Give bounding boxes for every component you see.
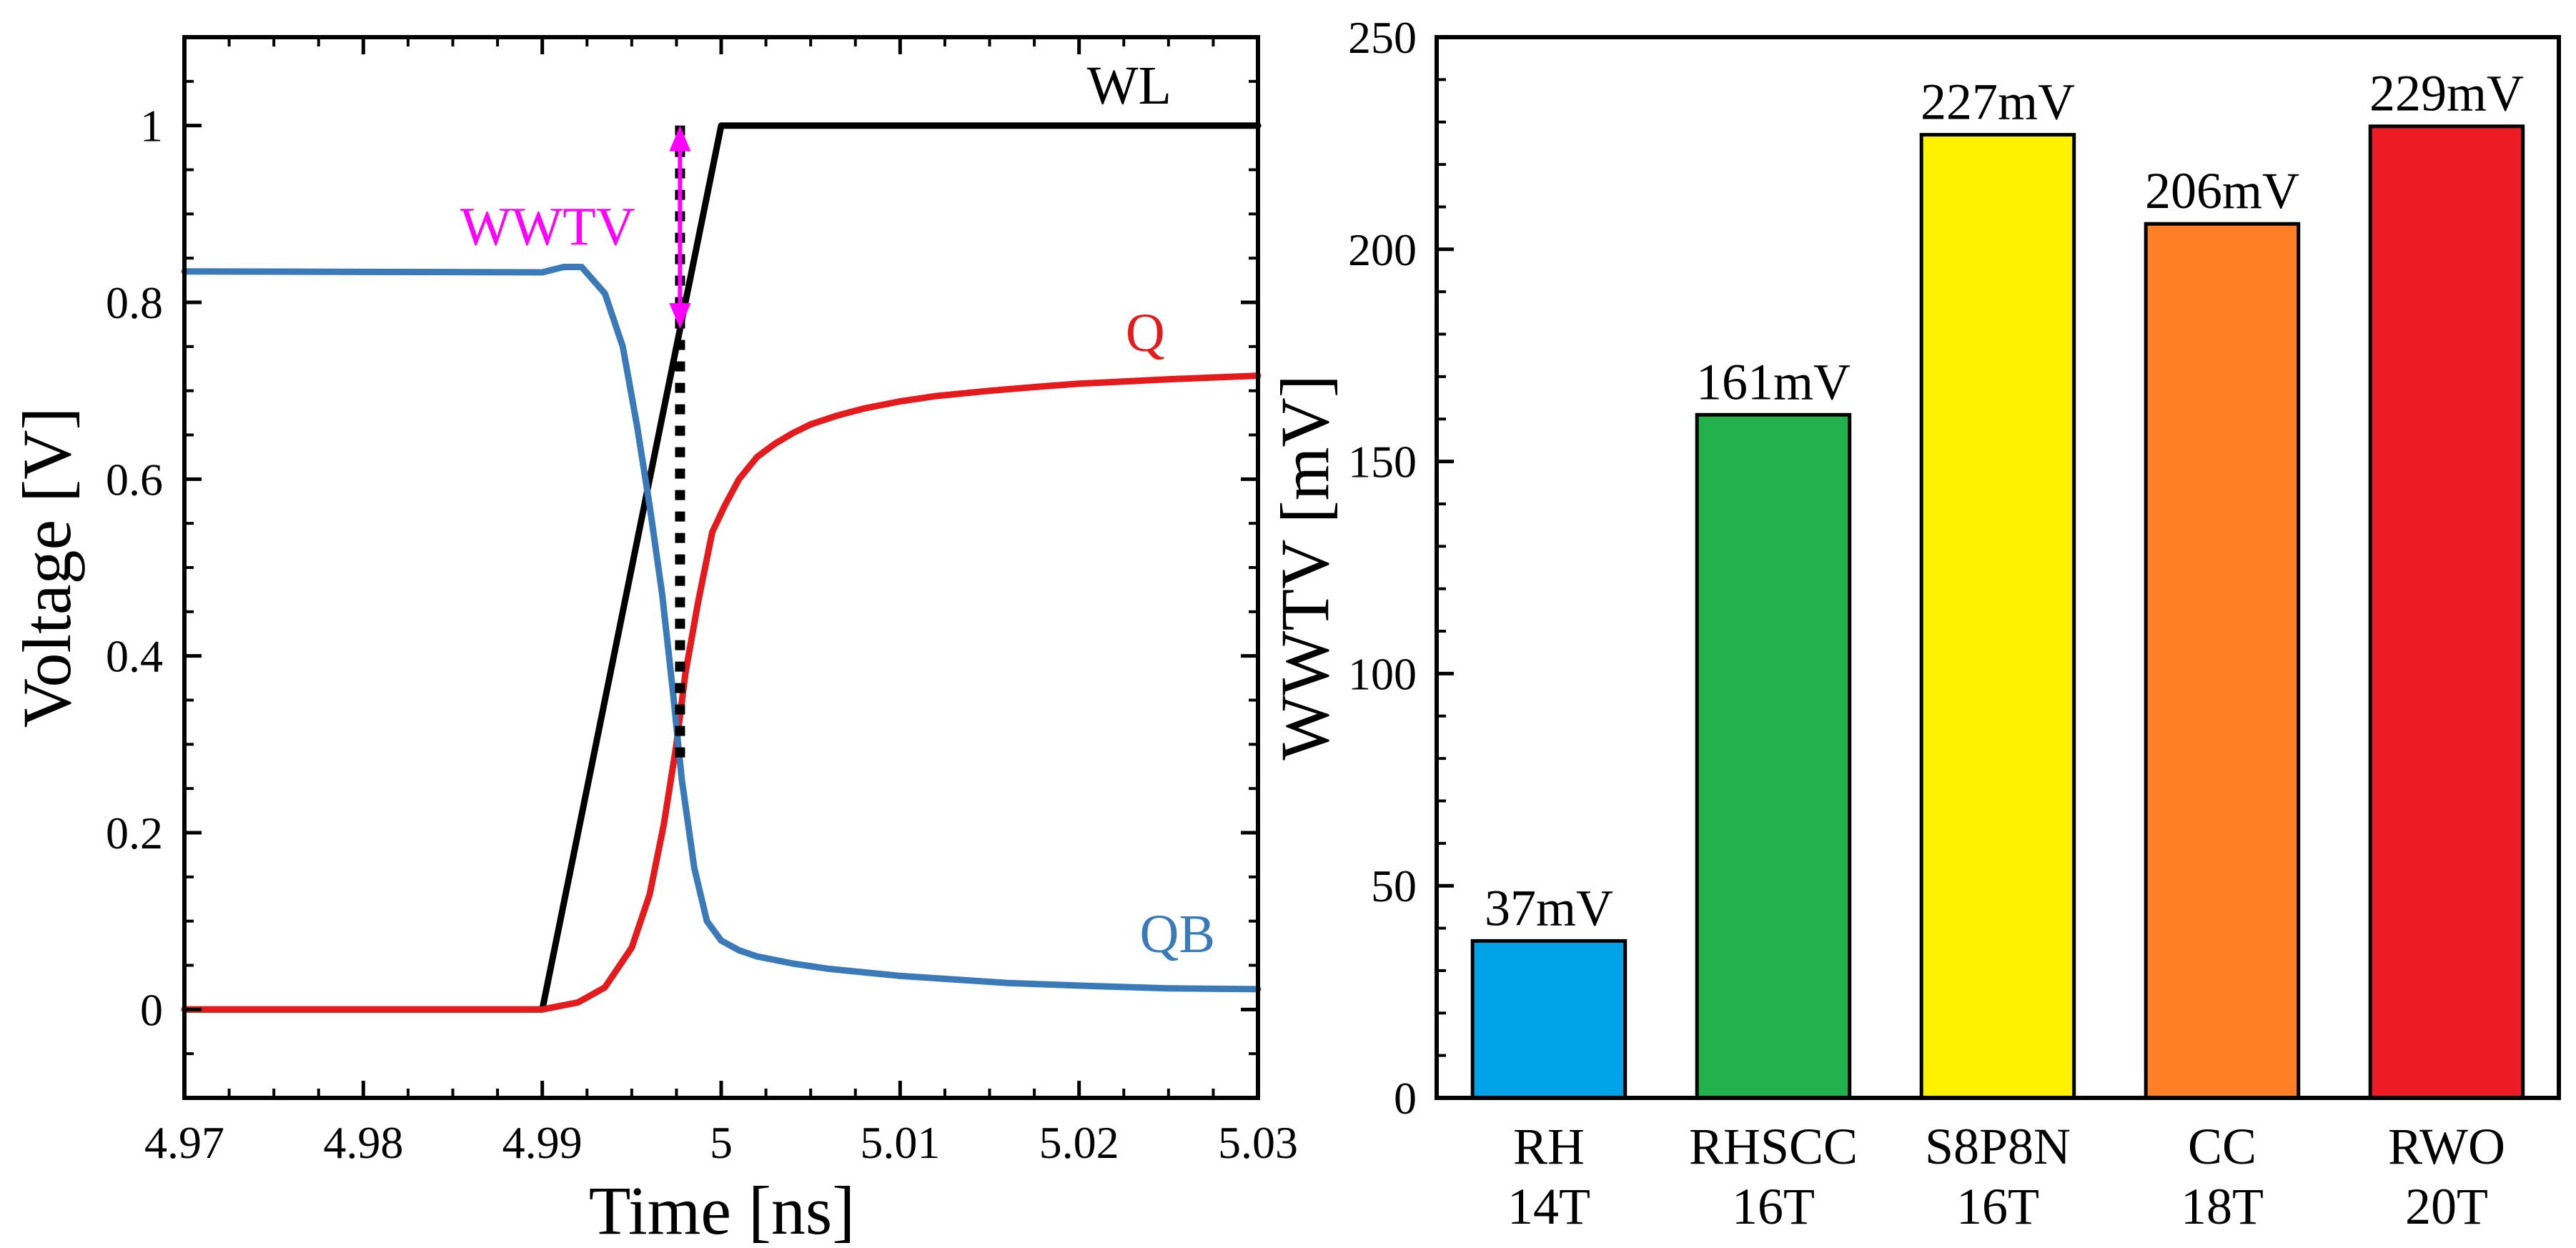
x-tick-label: 4.97 (144, 1117, 224, 1168)
x-tick-label: 5 (710, 1117, 733, 1168)
y-tick-label: 0.4 (106, 631, 163, 682)
y-tick-label: 0 (1394, 1073, 1417, 1124)
x-tick-label: 5.02 (1039, 1117, 1119, 1168)
bar-layer: 37mV 161mV 227mV 206mV 229mV (1470, 65, 2525, 1100)
category-label-cc: CC (2188, 1118, 2257, 1175)
y-tick-label: 0.8 (106, 277, 163, 328)
series-label-q: Q (1126, 303, 1165, 363)
y-tick-label: 0.6 (106, 454, 163, 505)
bar-value-label-rwo: 229mV (2369, 65, 2524, 122)
series-line-qb (181, 264, 1262, 993)
y-axis-title-wwtv: WWTV [mV] (1267, 375, 1343, 760)
category-label-rhscc: RHSCC (1689, 1118, 1858, 1175)
y-tick-label: 150 (1348, 437, 1417, 487)
category-label-rh: RH (1513, 1118, 1585, 1175)
x-axis-title-time: Time [ns] (589, 1172, 856, 1248)
wwtv-annotation-layer (669, 125, 691, 763)
bar-rh (1470, 939, 1628, 1100)
wwtv-arrowhead-bottom (669, 303, 691, 330)
bar-value-label-s8p8n: 227mV (1921, 74, 2075, 131)
right-axis-ticks: 0 50 100 150 200 250 (1348, 12, 1454, 1124)
x-tick-label: 4.98 (323, 1117, 403, 1168)
series-label-qb: QB (1140, 904, 1216, 964)
right-plot-frame (1435, 35, 2561, 1100)
category-sublabel-cc: 18T (2181, 1178, 2264, 1235)
wwtv-bar-chart: 37mV 161mV 227mV 206mV 229mV 0 50 100 150 200 250… (1267, 12, 2561, 1235)
y-tick-label: 100 (1348, 648, 1417, 699)
wwtv-annotation-label: WWTV (460, 197, 635, 257)
wwtv-arrowhead-top (669, 125, 691, 152)
bar-value-label-rhscc: 161mV (1696, 353, 1851, 410)
category-sublabel-rhscc: 16T (1732, 1178, 1815, 1235)
category-label-s8p8n: S8P8N (1925, 1118, 2071, 1175)
bar-rhscc (1695, 412, 1852, 1100)
y-tick-label: 0 (140, 984, 163, 1035)
y-tick-label: 0.2 (106, 808, 163, 858)
bar-value-label-cc: 206mV (2145, 162, 2299, 219)
left-axis-ticks: 4.97 4.98 4.99 5 5.01 5.02 5.03 0 0.2 0.4 0.6 0.8 1 (106, 37, 1298, 1168)
y-tick-label: 250 (1348, 12, 1417, 63)
bar-rwo (2368, 124, 2525, 1100)
x-tick-label: 5.03 (1218, 1117, 1298, 1168)
category-sublabel-s8p8n: 16T (1956, 1178, 2039, 1235)
series-line-q (181, 372, 1262, 1013)
bar-cc (2144, 222, 2301, 1100)
category-sublabel-rh: 14T (1507, 1178, 1590, 1235)
voltage-waveform-chart: 4.97 4.98 4.99 5 5.01 5.02 5.0300.20.40.60.81 … (9, 35, 1298, 1248)
category-sublabel-rwo: 20T (2405, 1178, 2488, 1235)
y-tick-label: 1 (140, 101, 163, 152)
x-tick-label: 5.01 (860, 1117, 940, 1168)
y-axis-title-voltage: Voltage [V] (9, 407, 85, 728)
y-tick-label: 200 (1348, 224, 1417, 275)
waveform-series-layer (181, 122, 1262, 1013)
series-label-wl: WL (1087, 56, 1171, 116)
y-tick-label: 50 (1371, 861, 1417, 911)
category-label-rwo: RWO (2388, 1118, 2505, 1175)
bar-value-label-rh: 37mV (1485, 879, 1613, 936)
x-tick-label: 4.99 (502, 1117, 583, 1168)
bar-s8p8n (1919, 133, 2076, 1100)
